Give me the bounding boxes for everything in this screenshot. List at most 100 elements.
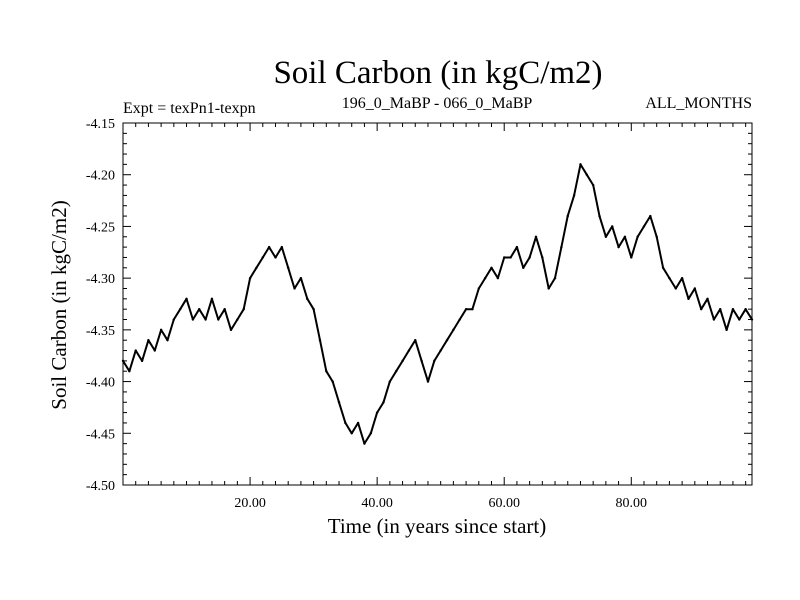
- data-point: [166, 339, 169, 342]
- data-point: [128, 370, 131, 373]
- data-point: [560, 245, 563, 249]
- data-point: [261, 256, 264, 259]
- months-label: ALL_MONTHS: [645, 95, 752, 112]
- data-point: [541, 256, 544, 259]
- y-tick-label: -4.20: [86, 169, 115, 184]
- data-point: [598, 214, 601, 218]
- data-point: [280, 245, 284, 249]
- data-point: [363, 442, 366, 445]
- data-point: [636, 235, 639, 238]
- data-point: [395, 370, 398, 373]
- data-point: [439, 349, 442, 352]
- data-point: [248, 276, 252, 280]
- data-point: [331, 380, 334, 383]
- data-point: [191, 318, 195, 321]
- data-point: [553, 276, 557, 280]
- data-point: [464, 307, 468, 311]
- data-point: [731, 307, 735, 311]
- data-point: [369, 432, 372, 435]
- data-point: [661, 266, 665, 269]
- data-point: [477, 287, 480, 290]
- data-point: [401, 359, 404, 363]
- data-point: [630, 256, 633, 259]
- data-point: [490, 266, 493, 269]
- data-point: [267, 245, 271, 249]
- data-point: [503, 256, 506, 259]
- experiment-label: Expt = texPn1-texpn: [123, 100, 256, 117]
- data-point: [674, 287, 677, 290]
- data-point: [744, 307, 747, 311]
- y-tick-label: -4.25: [86, 220, 115, 235]
- data-point: [312, 307, 315, 311]
- y-axis-label: Soil Carbon (in kgC/m2): [47, 200, 71, 409]
- x-tick-label: 20.00: [234, 496, 266, 511]
- period-label: 196_0_MaBP - 066_0_MaBP: [342, 95, 533, 112]
- y-tick-label: -4.35: [86, 324, 115, 339]
- data-point: [687, 297, 690, 301]
- data-point: [356, 421, 360, 425]
- data-point: [229, 328, 233, 332]
- data-point: [547, 287, 550, 290]
- data-point: [433, 359, 436, 363]
- data-point: [719, 307, 722, 311]
- axis-ticks: [123, 123, 752, 485]
- data-point: [217, 318, 220, 321]
- data-point: [591, 183, 595, 187]
- x-axis-label: Time (in years since start): [328, 514, 547, 538]
- y-tick-label: -4.40: [86, 376, 115, 391]
- series-points: [121, 163, 754, 445]
- data-point: [286, 266, 290, 269]
- data-point: [121, 359, 125, 363]
- data-point: [344, 421, 347, 425]
- data-point: [445, 339, 449, 342]
- data-point: [458, 318, 461, 321]
- y-tick-label: -4.45: [86, 427, 115, 442]
- x-tick-label: 40.00: [361, 496, 393, 511]
- data-point: [623, 235, 627, 238]
- data-point: [153, 349, 156, 352]
- data-point: [375, 411, 379, 414]
- data-point: [534, 235, 538, 238]
- data-point: [318, 339, 322, 342]
- data-point: [509, 256, 512, 259]
- data-point: [147, 339, 150, 342]
- data-point: [382, 401, 385, 404]
- data-point: [680, 276, 684, 280]
- data-point: [655, 235, 658, 238]
- plot-frame: [122, 122, 753, 486]
- data-point: [515, 245, 519, 249]
- data-point: [210, 297, 214, 301]
- data-point: [566, 214, 569, 218]
- x-tick-label: 80.00: [616, 496, 648, 511]
- data-point: [388, 380, 392, 383]
- axis-tick-labels: 20.00 40.00 60.00 80.00 -4.15 -4.20 -4.25 -4.30…: [86, 117, 647, 511]
- data-point: [611, 225, 614, 228]
- data-point: [350, 432, 353, 435]
- y-tick-label: -4.50: [86, 479, 115, 494]
- data-point: [483, 276, 487, 280]
- data-point: [159, 328, 163, 332]
- y-tick-label: -4.15: [86, 117, 115, 132]
- data-point: [306, 297, 309, 301]
- data-point: [223, 307, 226, 311]
- data-point: [706, 297, 709, 301]
- data-point: [699, 307, 703, 311]
- data-point: [185, 297, 188, 301]
- data-point: [204, 318, 207, 321]
- data-point: [293, 287, 296, 290]
- data-point: [236, 318, 239, 321]
- data-point: [617, 245, 620, 249]
- data-point: [255, 266, 258, 269]
- data-point: [572, 194, 576, 197]
- data-point: [420, 359, 423, 363]
- data-point: [649, 214, 652, 218]
- data-point: [725, 328, 728, 332]
- data-point: [407, 349, 411, 352]
- data-point: [337, 401, 341, 404]
- x-tick-label: 60.00: [488, 496, 520, 511]
- data-point: [496, 276, 500, 280]
- data-point: [693, 287, 697, 290]
- data-point: [585, 173, 589, 176]
- data-point: [452, 328, 455, 332]
